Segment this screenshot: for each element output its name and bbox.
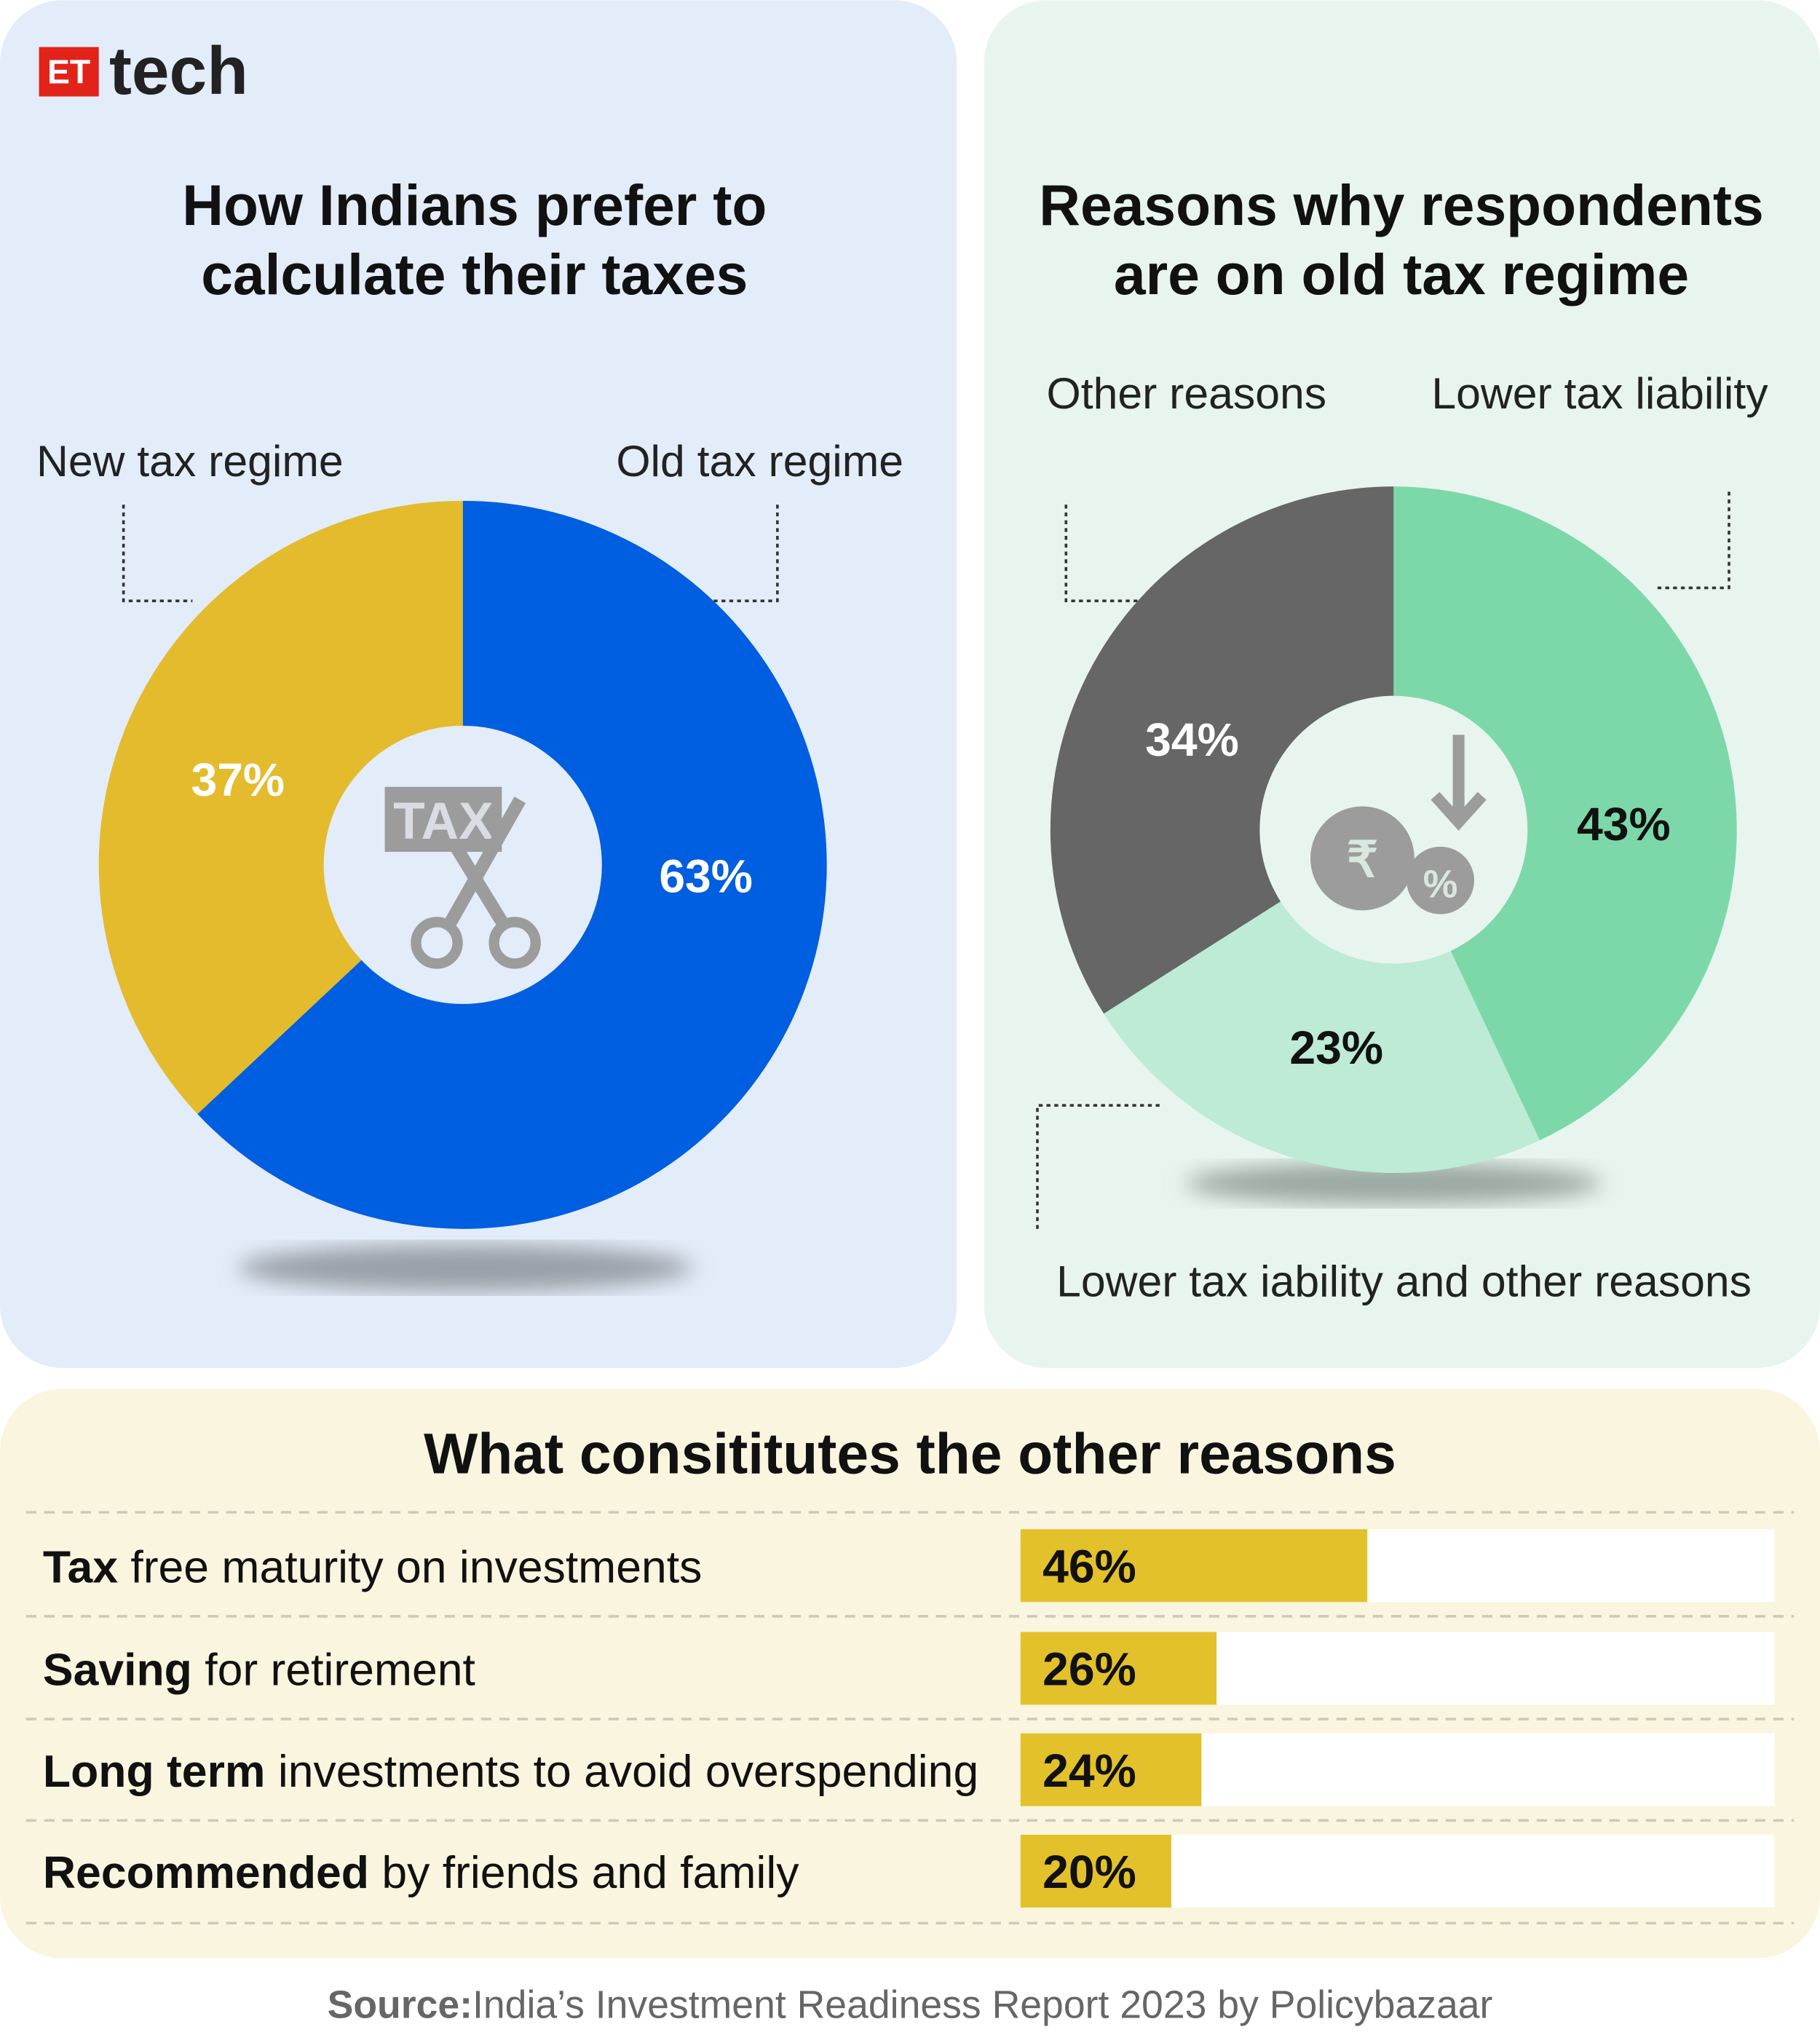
category-label: Old tax regime bbox=[616, 436, 903, 486]
chart-title: calculate their taxes bbox=[201, 242, 748, 307]
category-rest: for retirement bbox=[192, 1645, 475, 1696]
category-label: Tax free maturity on investments bbox=[43, 1542, 702, 1593]
logo-badge: ET bbox=[47, 53, 90, 91]
arrow bbox=[1657, 491, 1730, 590]
svg-text:TAX: TAX bbox=[393, 792, 494, 850]
chart-title: are on old tax regime bbox=[1114, 242, 1689, 307]
category-label: Saving for retirement bbox=[43, 1645, 475, 1696]
category-label: Long term investments to avoid overspend… bbox=[43, 1746, 978, 1797]
value-label: 20% bbox=[1042, 1846, 1136, 1898]
category-label: Other reasons bbox=[1047, 368, 1327, 418]
value-label: 63% bbox=[659, 850, 753, 902]
chart-title: What consititutes the other reasons bbox=[424, 1422, 1396, 1486]
pie-slice bbox=[1393, 486, 1737, 1141]
svg-text:₹: ₹ bbox=[1347, 833, 1378, 888]
category-label: Lower tax liability bbox=[1431, 368, 1768, 418]
category-label: Lower tax iability and other reasons bbox=[1056, 1257, 1752, 1306]
arrow bbox=[1064, 505, 1138, 603]
arrow bbox=[1036, 1104, 1164, 1229]
value-label: 23% bbox=[1289, 1022, 1383, 1074]
category-rest: by friends and family bbox=[369, 1847, 799, 1898]
chart-title: Reasons why respondents bbox=[1039, 173, 1763, 237]
arrow bbox=[708, 505, 779, 603]
bar bbox=[1020, 1733, 1202, 1806]
value-label: 34% bbox=[1145, 714, 1239, 766]
pie-slice bbox=[98, 500, 463, 1115]
bar bbox=[1020, 1834, 1171, 1908]
category-bold: Saving bbox=[43, 1645, 192, 1696]
source: Source:India’s Investment Readiness Repo… bbox=[328, 1984, 1493, 2027]
value-label: 37% bbox=[191, 754, 285, 806]
category-label: Recommended by friends and family bbox=[43, 1847, 799, 1898]
icons: TAX ₹ % bbox=[384, 735, 1487, 969]
category-bold: Long term bbox=[43, 1746, 266, 1797]
category-bold: Tax bbox=[43, 1542, 118, 1593]
logo-text: tech bbox=[109, 33, 248, 108]
bar bbox=[1020, 1632, 1217, 1705]
value-label: 46% bbox=[1042, 1541, 1136, 1593]
bar bbox=[1020, 1529, 1368, 1603]
value-label: 26% bbox=[1042, 1643, 1136, 1696]
category-bold: Recommended bbox=[43, 1847, 369, 1898]
category-rest: free maturity on investments bbox=[118, 1542, 702, 1593]
value-label: 24% bbox=[1042, 1744, 1136, 1797]
shadow bbox=[1185, 1162, 1602, 1204]
category-rest: investments to avoid overspending bbox=[265, 1746, 978, 1797]
category-label: New tax regime bbox=[36, 436, 344, 486]
shadow bbox=[237, 1244, 693, 1292]
logo-badge-bg bbox=[39, 47, 99, 97]
arrow bbox=[122, 505, 193, 603]
source-label: Source: bbox=[328, 1984, 472, 2027]
source-text: India’s Investment Readiness Report 2023… bbox=[472, 1984, 1492, 2027]
chart-title: How Indians prefer to bbox=[182, 173, 767, 237]
value-label: 43% bbox=[1577, 798, 1671, 850]
svg-text:%: % bbox=[1423, 863, 1458, 906]
